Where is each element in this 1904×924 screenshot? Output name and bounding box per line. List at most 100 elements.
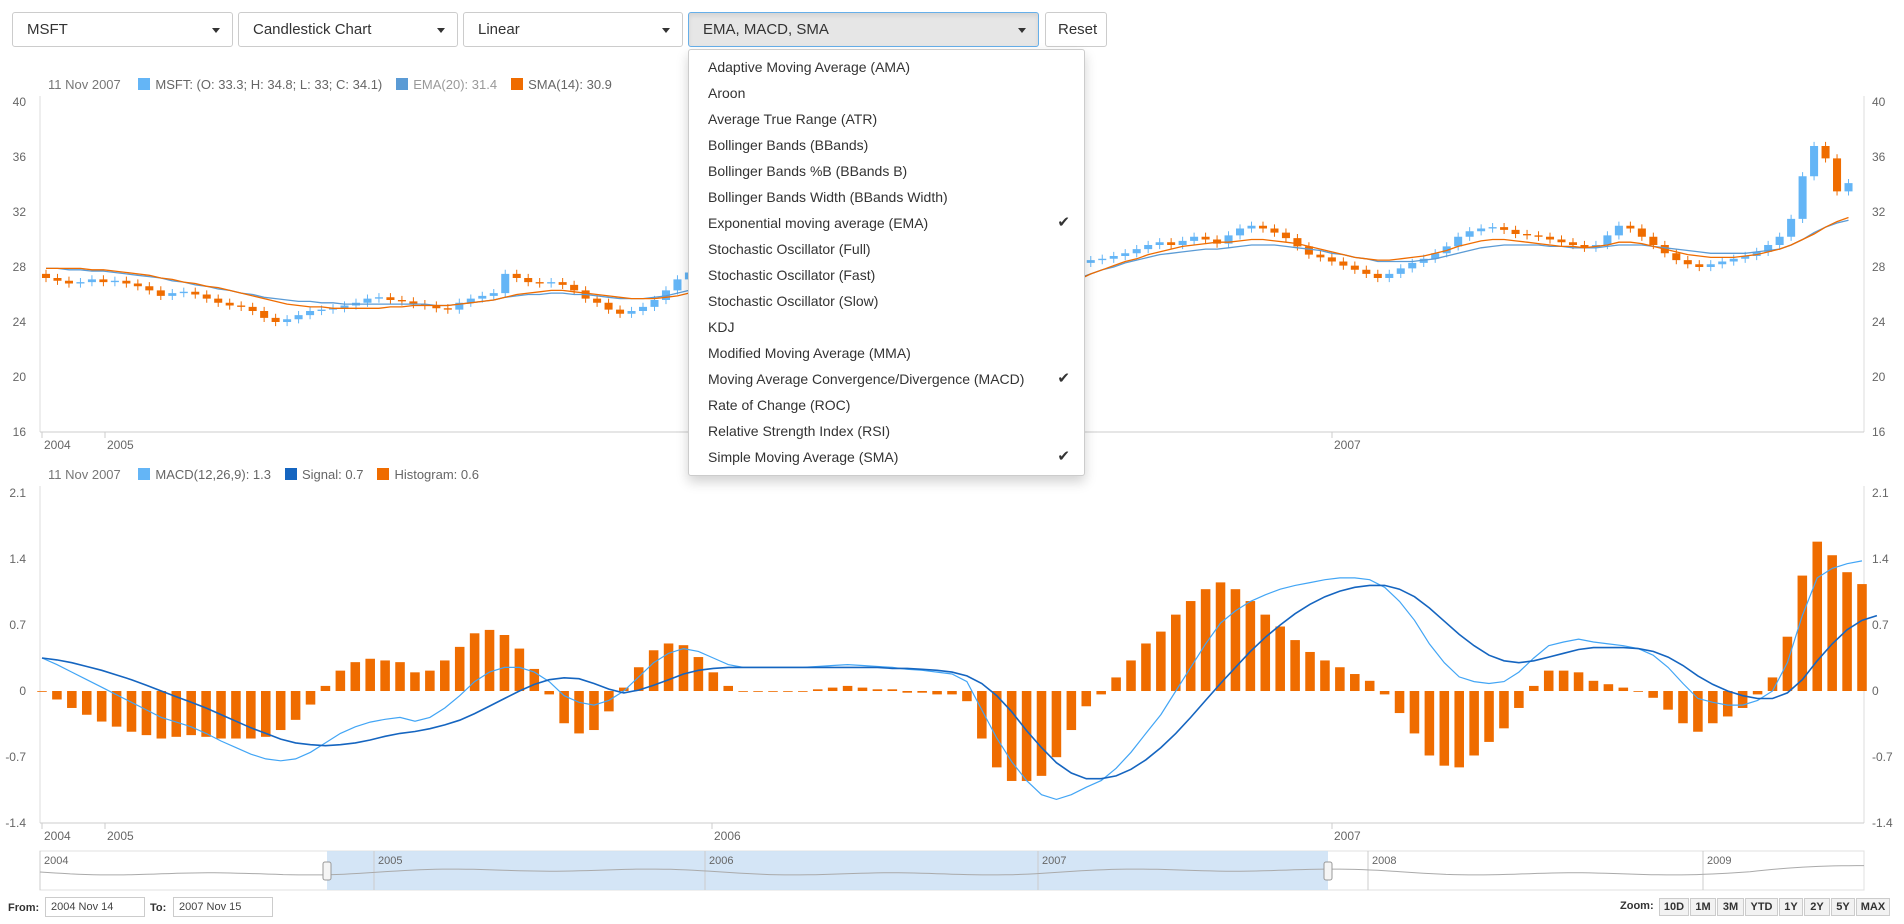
menu-item-8[interactable]: Stochastic Oscillator (Fast): [689, 262, 1084, 288]
macd-y-tick-label-left: -1.4: [5, 816, 26, 830]
candle-body: [524, 278, 533, 283]
histogram-bar: [723, 685, 734, 691]
menu-item-13[interactable]: Rate of Change (ROC): [689, 392, 1084, 418]
macd-y-tick-label-right: 0: [1872, 684, 1879, 698]
candle-body: [1810, 146, 1819, 177]
candle-body: [661, 290, 670, 300]
histogram-bar: [350, 662, 361, 691]
menu-item-label: Adaptive Moving Average (AMA): [708, 59, 911, 75]
candle-body: [271, 317, 280, 322]
menu-item-12[interactable]: Moving Average Convergence/Divergence (M…: [689, 366, 1084, 392]
zoom-button-10d[interactable]: 10D: [1659, 898, 1689, 916]
menu-item-4[interactable]: Bollinger Bands %B (BBands B): [689, 158, 1084, 184]
candle-body: [1752, 251, 1761, 256]
candle-body: [386, 297, 395, 300]
histogram-bar: [1663, 691, 1673, 710]
candle-body: [306, 311, 315, 316]
menu-item-6[interactable]: Exponential moving average (EMA) ✔: [689, 210, 1084, 236]
histogram-bar: [1290, 640, 1300, 691]
zoom-button-1y[interactable]: 1Y: [1779, 898, 1803, 916]
candle-body: [179, 291, 188, 294]
symbol-select-value: MSFT: [27, 21, 68, 38]
legend-text: SMA(14): 30.9: [528, 77, 612, 92]
menu-item-label: Simple Moving Average (SMA): [708, 449, 899, 465]
legend-item: EMA(20): 31.4: [396, 77, 497, 92]
macd-y-tick-label-left: 1.4: [9, 552, 26, 566]
from-date-input[interactable]: 2004 Nov 14: [45, 897, 145, 917]
checkmark-icon: ✔: [1057, 448, 1070, 465]
indicators-select-value: EMA, MACD, SMA: [703, 21, 829, 38]
candle-body: [53, 278, 62, 281]
menu-item-2[interactable]: Average True Range (ATR): [689, 106, 1084, 132]
price-y-tick-label-right: 28: [1872, 260, 1886, 274]
macd-y-tick-label-left: 2.1: [9, 486, 26, 500]
histogram-bar: [1200, 589, 1211, 691]
histogram-bar: [1006, 691, 1017, 781]
histogram-bar: [783, 691, 793, 692]
candle-body: [420, 304, 429, 306]
candle-body: [1247, 225, 1256, 229]
indicator-dropdown-menu: Adaptive Moving Average (AMA) Aroon Averag…: [688, 49, 1085, 476]
histogram-bar: [887, 689, 898, 691]
macd-y-tick-label-right: -0.7: [1872, 750, 1893, 764]
reset-button[interactable]: Reset: [1045, 12, 1107, 47]
candle-body: [1109, 256, 1118, 259]
chevron-down-icon: [437, 28, 445, 33]
histogram-bar: [484, 629, 495, 691]
scale-select[interactable]: Linear: [463, 12, 683, 47]
candle-body: [1568, 242, 1577, 245]
histogram-bar: [454, 646, 465, 691]
histogram-bar: [1215, 582, 1226, 691]
menu-item-1[interactable]: Aroon: [689, 80, 1084, 106]
zoom-button-3m[interactable]: 3M: [1717, 898, 1744, 916]
legend-date: 11 Nov 2007: [48, 467, 121, 482]
candle-body: [535, 282, 544, 284]
navigator-year-label: 2009: [1707, 855, 1731, 867]
histogram-bar: [1767, 677, 1778, 691]
legend-text: Signal: 0.7: [302, 467, 364, 482]
histogram-bar: [1036, 691, 1047, 776]
histogram-bar: [1021, 691, 1032, 781]
menu-item-7[interactable]: Stochastic Oscillator (Full): [689, 236, 1084, 262]
price-y-tick-label-left: 20: [13, 370, 27, 384]
menu-item-14[interactable]: Relative Strength Index (RSI): [689, 418, 1084, 444]
histogram-bar: [798, 691, 808, 692]
zoom-button-max[interactable]: MAX: [1856, 898, 1890, 916]
zoom-button-1m[interactable]: 1M: [1690, 898, 1716, 916]
histogram-bar: [1170, 614, 1181, 691]
menu-item-label: Relative Strength Index (RSI): [708, 423, 891, 439]
zoom-button-ytd[interactable]: YTD: [1745, 898, 1778, 916]
menu-item-3[interactable]: Bollinger Bands (BBands): [689, 132, 1084, 158]
menu-item-11[interactable]: Modified Moving Average (MMA): [689, 340, 1084, 366]
menu-item-10[interactable]: KDJ: [689, 314, 1084, 340]
indicators-select[interactable]: EMA, MACD, SMA: [688, 12, 1039, 47]
histogram-bar: [1618, 687, 1629, 691]
menu-item-15[interactable]: Simple Moving Average (SMA) ✔: [689, 444, 1084, 470]
histogram-bar: [111, 691, 122, 727]
candle-body: [1373, 273, 1382, 278]
candle-body: [1327, 257, 1336, 262]
menu-item-9[interactable]: Stochastic Oscillator (Slow): [689, 288, 1084, 314]
symbol-select[interactable]: MSFT: [12, 12, 233, 47]
macd-y-tick-label-right: 1.4: [1872, 552, 1889, 566]
menu-item-5[interactable]: Bollinger Bands Width (BBands Width): [689, 184, 1084, 210]
histogram-bar: [1812, 541, 1823, 691]
legend-item: MACD(12,26,9): 1.3: [138, 467, 271, 482]
menu-item-0[interactable]: Adaptive Moving Average (AMA): [689, 54, 1084, 80]
candle-body: [87, 279, 96, 283]
candle-body: [1431, 253, 1440, 259]
chart-type-select-value: Candlestick Chart: [253, 21, 372, 38]
histogram-bar: [1320, 660, 1330, 691]
zoom-button-2y[interactable]: 2Y: [1804, 898, 1830, 916]
candle-body: [558, 282, 567, 285]
navigator-year-label: 2004: [44, 855, 68, 867]
candle-body: [237, 305, 246, 307]
zoom-button-5y[interactable]: 5Y: [1831, 898, 1855, 916]
histogram-bar: [1111, 677, 1121, 691]
chart-type-select[interactable]: Candlestick Chart: [238, 12, 458, 47]
candle-body: [317, 309, 326, 311]
to-date-input[interactable]: 2007 Nov 15: [173, 897, 273, 917]
candle-body: [1258, 225, 1268, 229]
candle-body: [122, 280, 131, 284]
